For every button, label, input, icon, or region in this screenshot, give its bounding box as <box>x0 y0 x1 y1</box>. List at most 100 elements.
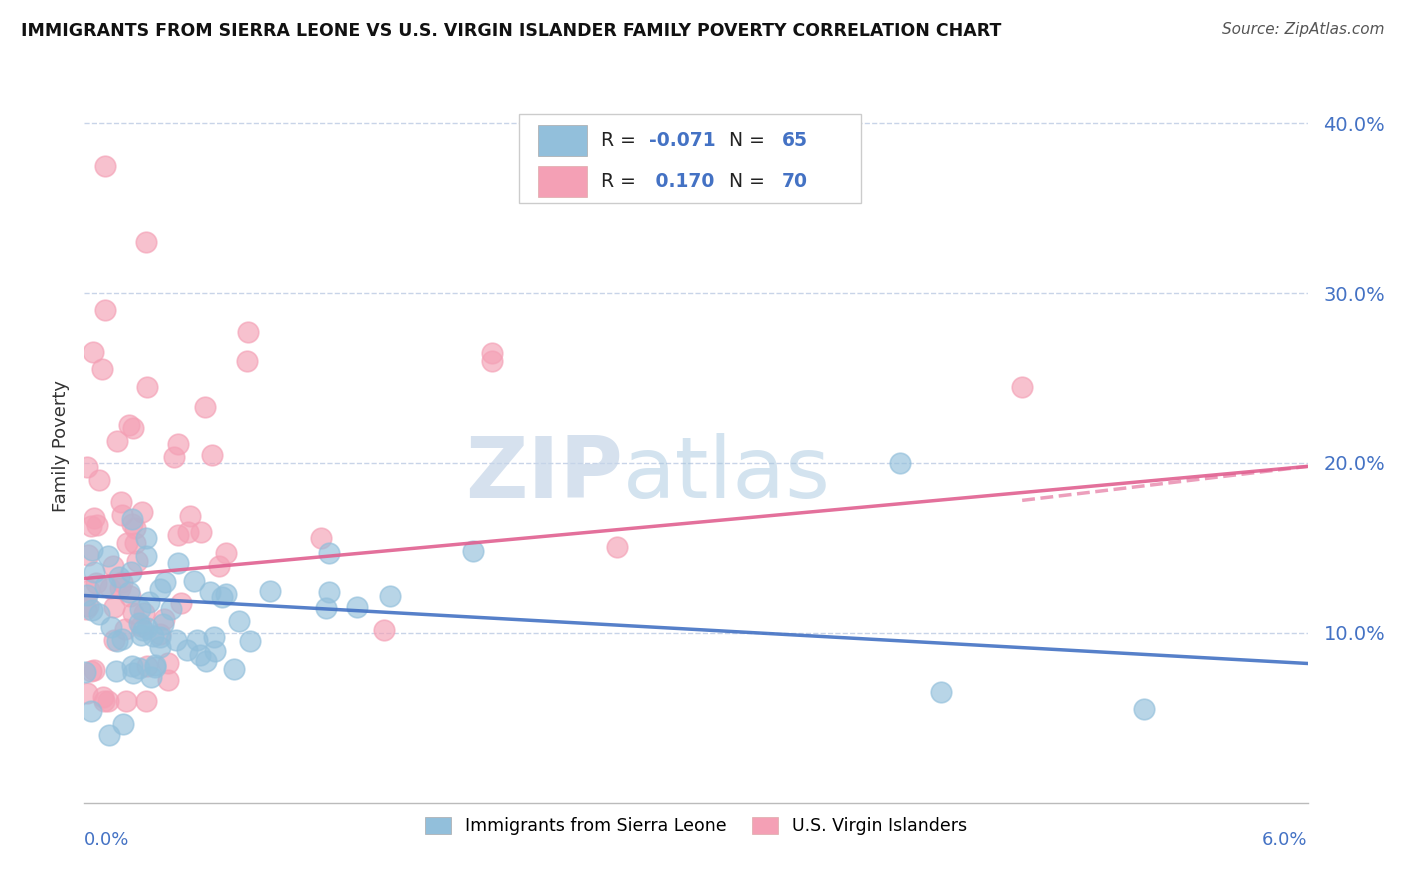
Point <box>136 659 159 673</box>
Point <box>183 574 205 588</box>
Point <box>121 659 143 673</box>
Point <box>91 361 114 376</box>
Point <box>128 661 150 675</box>
Point <box>201 448 224 462</box>
Point <box>167 528 190 542</box>
Point <box>138 594 160 608</box>
Text: 6.0%: 6.0% <box>1263 831 1308 849</box>
Text: N =: N = <box>717 131 770 150</box>
Point <box>76 460 98 475</box>
Point <box>120 566 142 580</box>
Point <box>76 599 98 614</box>
Point <box>76 589 98 603</box>
Point <box>83 663 105 677</box>
Point <box>318 585 340 599</box>
Point <box>236 325 259 339</box>
Point <box>75 602 97 616</box>
Point <box>128 616 150 631</box>
Point <box>176 643 198 657</box>
Point <box>77 548 100 562</box>
Point <box>100 620 122 634</box>
Text: IMMIGRANTS FROM SIERRA LEONE VS U.S. VIRGIN ISLANDER FAMILY POVERTY CORRELATION : IMMIGRANTS FROM SIERRA LEONE VS U.S. VIR… <box>21 22 1001 40</box>
Text: Source: ZipAtlas.com: Source: ZipAtlas.com <box>1222 22 1385 37</box>
Point <box>124 521 146 535</box>
Point <box>97 728 120 742</box>
Text: 65: 65 <box>782 131 807 150</box>
Point <box>373 623 395 637</box>
FancyBboxPatch shape <box>538 125 588 156</box>
Point <box>93 303 117 318</box>
Point <box>346 599 368 614</box>
Point <box>111 575 134 590</box>
Point <box>186 633 208 648</box>
Point <box>156 657 179 671</box>
Point <box>134 606 156 620</box>
Point <box>239 634 262 648</box>
Text: ZIP: ZIP <box>465 433 623 516</box>
Point <box>87 607 110 621</box>
Point <box>160 602 183 616</box>
Point <box>83 565 105 579</box>
Point <box>118 585 141 599</box>
Point <box>153 612 176 626</box>
Point <box>122 666 145 681</box>
Point <box>135 531 157 545</box>
Point <box>165 632 187 647</box>
Point <box>82 542 104 557</box>
Point <box>139 670 162 684</box>
Point <box>129 602 152 616</box>
Point <box>136 621 159 635</box>
Point <box>135 694 157 708</box>
Point <box>211 591 233 605</box>
Point <box>129 619 152 633</box>
Point <box>80 704 103 718</box>
Point <box>89 473 111 487</box>
Point <box>315 601 337 615</box>
Point <box>76 686 98 700</box>
Point <box>1011 379 1033 393</box>
Point <box>114 622 136 636</box>
Point <box>163 450 186 464</box>
Point <box>215 546 238 560</box>
Point <box>118 589 141 603</box>
Point <box>86 518 108 533</box>
Point <box>125 554 148 568</box>
Point <box>149 627 172 641</box>
Point <box>149 630 172 644</box>
Text: -0.071: -0.071 <box>650 131 716 150</box>
Point <box>170 596 193 610</box>
Point <box>97 549 120 563</box>
Point <box>378 590 401 604</box>
Point <box>236 354 259 368</box>
Point <box>200 585 222 599</box>
Point <box>176 524 198 539</box>
Point <box>98 581 121 595</box>
Point <box>1133 702 1156 716</box>
Point <box>149 582 172 596</box>
Point <box>143 659 166 673</box>
Point <box>91 690 114 704</box>
Point <box>105 634 128 648</box>
Point <box>135 549 157 563</box>
Point <box>108 581 131 595</box>
Point <box>259 584 281 599</box>
Point <box>190 524 212 539</box>
Text: N =: N = <box>717 172 770 191</box>
Point <box>103 559 125 574</box>
Point <box>222 662 245 676</box>
Point <box>115 536 138 550</box>
Text: R =: R = <box>600 131 641 150</box>
Point <box>142 629 165 643</box>
Point <box>110 494 132 508</box>
Point <box>481 345 503 359</box>
Point <box>179 509 201 524</box>
Point <box>318 546 340 560</box>
Point <box>131 505 153 519</box>
Point <box>309 531 332 545</box>
Text: atlas: atlas <box>623 433 831 516</box>
Point <box>121 517 143 532</box>
Point <box>93 694 115 708</box>
Point <box>202 630 225 644</box>
Point <box>121 512 143 526</box>
FancyBboxPatch shape <box>519 114 860 203</box>
